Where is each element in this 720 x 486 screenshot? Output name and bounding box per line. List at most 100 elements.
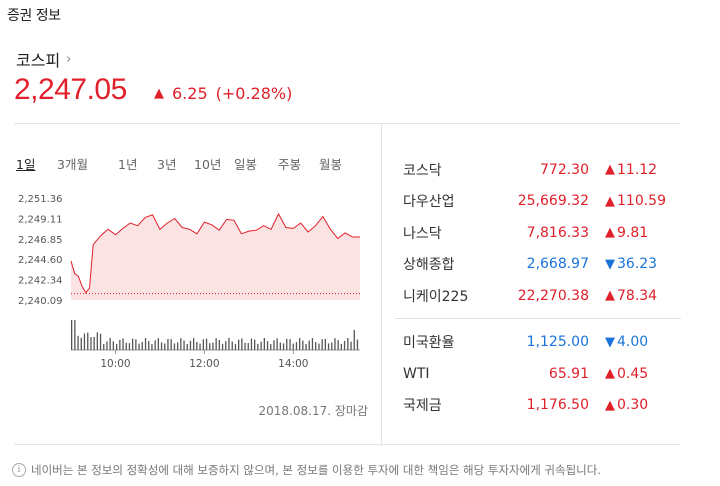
market-change-value: 0.45 — [617, 365, 649, 382]
period-tab-3[interactable]: 3년 — [157, 157, 177, 172]
market-row[interactable]: WTI 65.91 ▲ 0.45 — [403, 358, 673, 390]
index-chart[interactable]: 2,251.36 2,249.11 2,246.85 2,244.60 2,242.34… — [14, 180, 369, 425]
market-name: 미국환율 — [403, 335, 455, 352]
up-arrow-icon: ▲ — [605, 366, 615, 382]
volume-bar — [167, 339, 169, 350]
info-icon: i — [12, 463, 26, 477]
volume-bar — [353, 330, 355, 350]
market-row[interactable]: 나스닥 7,816.33 ▲ 9.81 — [403, 217, 673, 249]
price-line — [70, 212, 360, 294]
volume-bar — [193, 338, 195, 350]
market-panel: 1일 3개월 1년 3년 10년 일봉 주봉 월봉 2,251.36 2,249.11 2,246… — [14, 123, 681, 446]
index-name: 코스피 — [16, 51, 61, 70]
x-tick-label: 14:00 — [278, 358, 308, 370]
market-change: ▲ 78.34 — [589, 288, 671, 304]
up-arrow-icon: ▲ — [605, 193, 615, 209]
market-change-value: 0.30 — [617, 397, 649, 414]
volume-bar — [157, 338, 159, 350]
panel-divider — [381, 124, 382, 446]
volume-bar — [196, 342, 198, 350]
market-price: 7,816.33 — [526, 224, 589, 241]
market-name: 니케이225 — [403, 288, 469, 305]
volume-bar — [238, 339, 240, 350]
volume-bar — [74, 320, 76, 350]
up-arrow-icon: ▲ — [605, 288, 615, 304]
up-arrow-icon: ▲ — [605, 162, 615, 178]
volume-bar — [231, 341, 233, 350]
volume-bar — [254, 339, 256, 350]
volume-bar — [260, 341, 262, 350]
market-name: 상해종합 — [403, 257, 455, 274]
volume-bar — [103, 343, 105, 350]
disclaimer-text: 네이버는 본 정보의 정확성에 대해 보증하지 않으며, 본 정보를 이용한 투… — [31, 463, 601, 477]
volume-bar — [180, 338, 182, 350]
market-price: 1,176.50 — [526, 397, 589, 414]
market-row[interactable]: 다우산업 25,669.32 ▲ 110.59 — [403, 186, 673, 218]
up-arrow-icon: ▲ — [605, 397, 615, 413]
volume-bar — [205, 338, 208, 350]
volume-bar — [80, 337, 82, 350]
volume-bar — [212, 342, 214, 350]
market-row[interactable]: 국제금 1,176.50 ▲ 0.30 — [403, 390, 673, 422]
down-arrow-icon: ▼ — [605, 256, 615, 272]
y-tick-label: 2,242.34 — [18, 276, 63, 287]
chevron-right-icon: › — [66, 51, 72, 67]
volume-bar — [327, 343, 330, 350]
period-tab-5[interactable]: 일봉 — [234, 157, 258, 172]
volume-bar — [125, 342, 127, 350]
volume-bar — [331, 342, 333, 350]
volume-bar — [71, 320, 73, 350]
volume-bar — [282, 343, 285, 350]
period-tab-7[interactable]: 월봉 — [319, 157, 343, 172]
volume-bar — [132, 338, 134, 350]
volume-bar — [244, 342, 246, 350]
volume-bar — [228, 338, 230, 350]
volume-bar — [77, 335, 79, 350]
market-change-value: 9.81 — [617, 224, 649, 241]
volume-bar — [324, 338, 326, 350]
market-name: 나스닥 — [403, 225, 442, 242]
index-value: 2,247.05 — [14, 73, 127, 106]
period-tab-2[interactable]: 1년 — [118, 157, 138, 172]
market-change: ▲ 9.81 — [589, 225, 671, 241]
volume-bar — [318, 343, 320, 350]
market-row[interactable]: 니케이225 22,270.38 ▲ 78.34 — [403, 280, 673, 312]
volume-bar — [215, 338, 217, 350]
volume-bar — [90, 337, 92, 350]
market-name: WTI — [403, 365, 430, 382]
period-tab-0[interactable]: 1일 — [16, 157, 36, 172]
volume-bar — [276, 338, 278, 350]
volume-bar — [311, 338, 314, 350]
index-change-pct: (+0.28%) — [215, 84, 293, 103]
volume-bar — [106, 341, 108, 350]
period-tab-4[interactable]: 10년 — [194, 157, 222, 172]
market-change: ▲ 0.30 — [589, 397, 671, 413]
period-tab-6[interactable]: 주봉 — [278, 157, 302, 172]
x-tick-label: 10:00 — [100, 358, 130, 370]
volume-bar — [154, 340, 156, 350]
y-tick-label: 2,249.11 — [18, 214, 63, 225]
volume-bar — [177, 342, 179, 350]
market-price: 25,669.32 — [517, 193, 589, 210]
market-row[interactable]: 코스닥 772.30 ▲ 11.12 — [403, 154, 673, 186]
index-name-link[interactable]: 코스피 › — [16, 47, 71, 71]
y-tick-label: 2,244.60 — [18, 255, 63, 266]
volume-bar — [241, 338, 243, 350]
volume-bar — [218, 340, 220, 350]
volume-bar — [93, 336, 95, 350]
y-tick-label: 2,246.85 — [18, 235, 63, 246]
market-change: ▼ 36.23 — [589, 256, 671, 272]
period-tab-1[interactable]: 3개월 — [57, 157, 88, 172]
up-arrow-icon: ▲ — [605, 225, 615, 241]
market-row[interactable]: 미국환율 1,125.00 ▼ 4.00 — [403, 327, 673, 359]
market-close-date: 2018.08.17. 장마감 — [258, 404, 368, 418]
volume-bar — [144, 338, 147, 350]
y-tick-label: 2,240.09 — [18, 296, 63, 307]
volume-bar — [308, 340, 310, 350]
volume-bar — [160, 342, 163, 350]
volume-bar — [337, 340, 339, 350]
volume-bar — [116, 343, 118, 350]
volume-bar — [257, 343, 259, 350]
market-row[interactable]: 상해종합 2,668.97 ▼ 36.23 — [403, 249, 673, 281]
volume-bar — [343, 341, 346, 350]
